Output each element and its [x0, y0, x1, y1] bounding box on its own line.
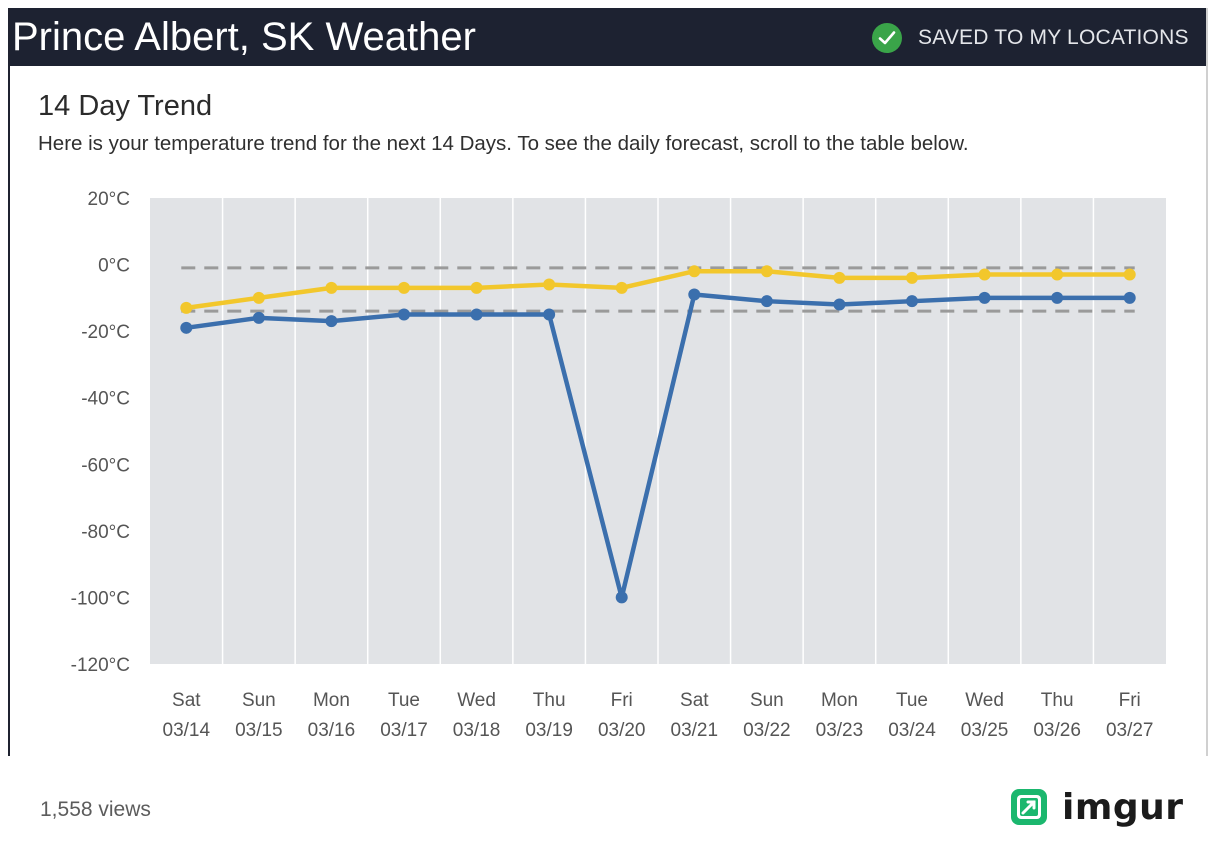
- data-point: [398, 308, 410, 321]
- data-point: [398, 281, 410, 294]
- x-day-label: Wed: [965, 690, 1004, 711]
- y-tick-label: 20°C: [88, 189, 130, 210]
- data-point: [470, 308, 483, 321]
- weather-card: Prince Albert, SK Weather SAVED TO MY LO…: [8, 8, 1208, 756]
- data-point: [325, 281, 338, 294]
- x-day-label: Thu: [533, 690, 566, 711]
- y-tick-label: -80°C: [81, 522, 130, 543]
- series-line-0: [185, 268, 1130, 311]
- y-tick-label: -100°C: [71, 588, 130, 609]
- data-point: [252, 291, 265, 304]
- saved-locations-button[interactable]: SAVED TO MY LOCATIONS: [872, 22, 1189, 54]
- x-date-label: 03/26: [1033, 720, 1081, 741]
- x-date-label: 03/21: [671, 720, 719, 741]
- data-point: [1123, 291, 1136, 304]
- x-day-label: Tue: [896, 690, 928, 711]
- x-day-label: Sun: [750, 690, 784, 711]
- x-date-label: 03/22: [743, 720, 791, 741]
- data-point: [180, 321, 193, 334]
- data-point: [978, 268, 991, 281]
- x-date-label: 03/14: [163, 720, 211, 741]
- data-point: [543, 278, 556, 291]
- checkmark-icon: [872, 23, 902, 53]
- x-date-label: 03/17: [380, 720, 428, 741]
- x-day-label: Tue: [388, 690, 420, 711]
- data-point: [1051, 291, 1064, 304]
- x-date-label: 03/18: [453, 720, 501, 741]
- data-point: [252, 311, 265, 324]
- data-point: [760, 295, 773, 308]
- x-date-label: 03/24: [888, 720, 936, 741]
- y-tick-label: -120°C: [71, 655, 130, 676]
- y-tick-label: -60°C: [81, 455, 130, 476]
- x-day-label: Sat: [680, 690, 709, 711]
- saved-locations-label: SAVED TO MY LOCATIONS: [918, 26, 1189, 49]
- temperature-trend-chart: 20°C 0°C -20°C -40°C -60°C -80°C -100°C -120°C S…: [71, 189, 1166, 741]
- imgur-wordmark: imgur: [1062, 786, 1184, 828]
- data-point: [760, 265, 773, 278]
- x-day-label: Mon: [313, 690, 350, 711]
- page-header: Prince Albert, SK Weather SAVED TO MY LO…: [10, 8, 1206, 66]
- data-point: [688, 265, 701, 278]
- trend-heading: 14 Day Trend: [38, 90, 213, 122]
- data-point: [978, 291, 991, 304]
- data-point: [470, 281, 483, 294]
- y-tick-label: -20°C: [81, 322, 130, 343]
- x-date-label: 03/15: [235, 720, 283, 741]
- series-line-1: [185, 292, 1130, 600]
- trend-description: Here is your temperature trend for the n…: [38, 132, 969, 155]
- x-day-label: Fri: [611, 690, 633, 711]
- data-point: [833, 271, 846, 284]
- view-count: 1,558 views: [40, 798, 151, 821]
- data-point: [325, 315, 338, 328]
- y-tick-label: 0°C: [98, 256, 130, 277]
- data-point: [906, 295, 918, 308]
- x-day-label: Mon: [821, 690, 858, 711]
- data-point: [615, 591, 628, 604]
- data-point: [688, 288, 701, 301]
- x-date-label: 03/16: [308, 720, 356, 741]
- data-point: [1051, 268, 1064, 281]
- data-point: [906, 271, 918, 284]
- data-point: [615, 281, 628, 294]
- page-title: Prince Albert, SK Weather: [12, 15, 476, 59]
- x-day-label: Sat: [172, 690, 201, 711]
- data-point: [1123, 268, 1136, 281]
- x-day-label: Fri: [1119, 690, 1141, 711]
- y-tick-label: -40°C: [81, 389, 130, 410]
- data-point: [833, 298, 846, 311]
- data-point: [543, 308, 556, 321]
- x-date-label: 03/25: [961, 720, 1009, 741]
- x-day-label: Thu: [1041, 690, 1074, 711]
- imgur-logo[interactable]: imgur: [1010, 784, 1184, 830]
- x-day-label: Sun: [242, 690, 276, 711]
- x-date-label: 03/23: [816, 720, 864, 741]
- x-date-label: 03/20: [598, 720, 646, 741]
- data-point: [180, 301, 193, 314]
- x-date-label: 03/27: [1106, 720, 1154, 741]
- imgur-icon: [1011, 789, 1047, 825]
- x-date-label: 03/19: [525, 720, 573, 741]
- x-day-label: Wed: [457, 690, 496, 711]
